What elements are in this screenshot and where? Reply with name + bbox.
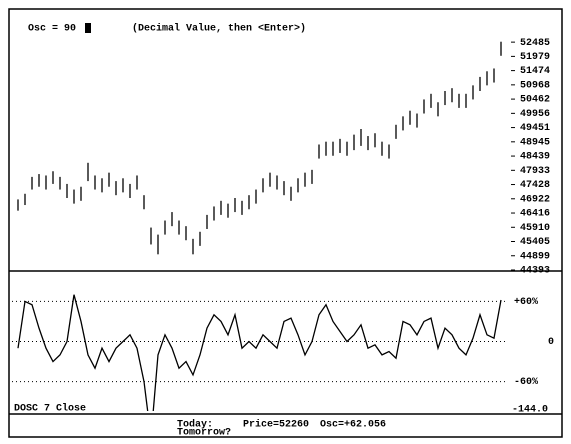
status-tomorrow: Tomorrow? bbox=[177, 428, 231, 439]
prompt-hint: (Decimal Value, then <Enter>) bbox=[132, 23, 306, 35]
y-tick-label: 46922 bbox=[520, 194, 550, 205]
y-tick-label: 48439 bbox=[520, 152, 550, 163]
y-tick-label: 50462 bbox=[520, 95, 550, 106]
y-tick-label: 46416 bbox=[520, 209, 550, 220]
y-tick-label: 0 bbox=[548, 337, 554, 348]
y-tick-label: 47933 bbox=[520, 166, 550, 177]
osc-min-label: -144.0 bbox=[512, 405, 548, 416]
y-tick-label: 45405 bbox=[520, 237, 550, 248]
y-tick-label: 44393 bbox=[520, 266, 550, 277]
y-tick-label: 45910 bbox=[520, 223, 550, 234]
osc-name: DOSC 7 Close bbox=[14, 403, 86, 415]
y-tick-label: 51979 bbox=[520, 52, 550, 63]
y-tick-label: 51474 bbox=[520, 66, 550, 77]
osc-group bbox=[17, 294, 502, 411]
y-tick-label: 48945 bbox=[520, 137, 550, 148]
prompt-label: Osc = 90 bbox=[28, 24, 76, 35]
y-tick-label: 47428 bbox=[520, 180, 550, 191]
y-tick-label: 44899 bbox=[520, 251, 550, 262]
y-tick-label: +60% bbox=[514, 297, 538, 308]
status-today: Today: bbox=[177, 419, 213, 431]
y-tick-label: 49451 bbox=[520, 123, 550, 134]
y-tick-label: 50968 bbox=[520, 80, 550, 91]
cursor bbox=[85, 23, 91, 33]
status-price: Price=52260 bbox=[243, 419, 309, 431]
osc-line bbox=[17, 294, 502, 411]
y-tick-label: 52485 bbox=[520, 38, 550, 49]
frame bbox=[8, 8, 563, 438]
y-tick-label: -60% bbox=[514, 377, 538, 388]
status-osc: Osc=+62.056 bbox=[320, 420, 386, 431]
y-tick-label: 49956 bbox=[520, 109, 550, 120]
